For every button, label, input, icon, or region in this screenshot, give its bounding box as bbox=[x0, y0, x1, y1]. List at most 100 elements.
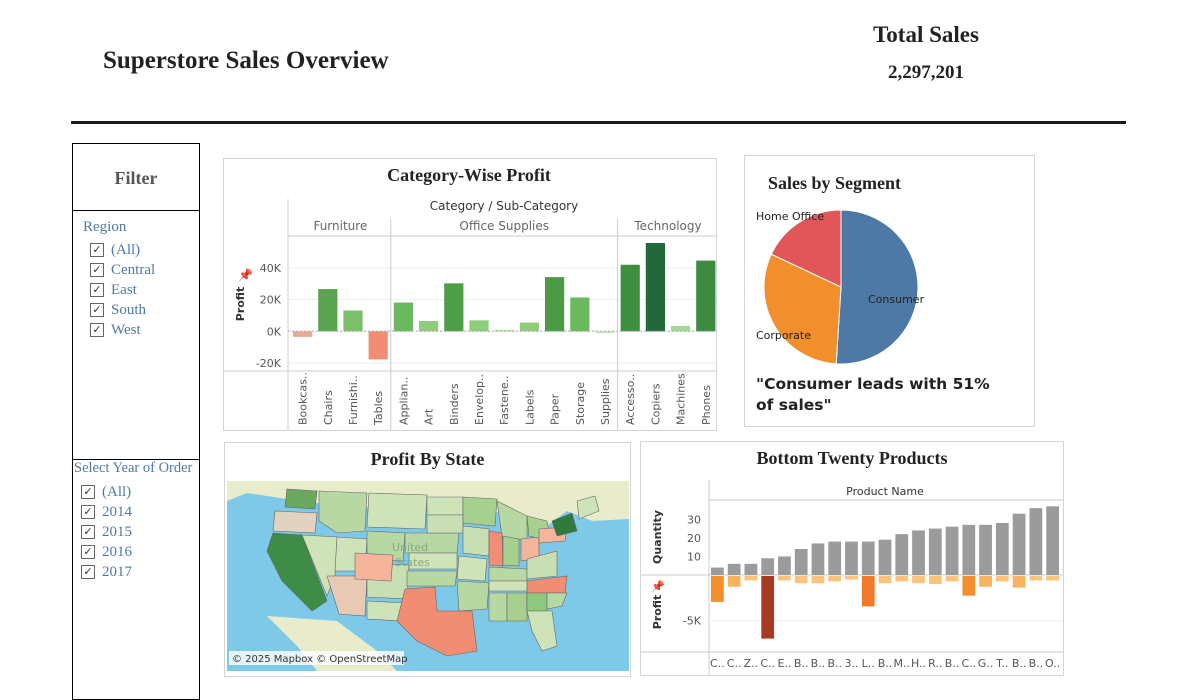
x-tick-label: C.. bbox=[760, 657, 775, 670]
filter-title: Filter bbox=[114, 168, 158, 188]
region-option[interactable]: ✓ (All) bbox=[90, 240, 199, 260]
profit-bar bbox=[1012, 576, 1026, 588]
pin-icon: 📌 bbox=[651, 579, 665, 593]
year-option-label: (All) bbox=[102, 483, 132, 500]
x-tick-label: C.. bbox=[727, 657, 742, 670]
year-list: ✓ (All) ✓ 2014 ✓ 2015 ✓ 2016 ✓ 2017 bbox=[81, 482, 199, 582]
region-option[interactable]: ✓ East bbox=[90, 280, 199, 300]
profit-bar bbox=[368, 331, 388, 360]
profit-bar bbox=[945, 576, 959, 582]
profit-bar bbox=[469, 320, 489, 332]
x-tick-label: Fastene.. bbox=[498, 375, 511, 425]
x-tick-label: B.. bbox=[794, 657, 809, 670]
x-tick-label: Binders bbox=[448, 383, 461, 425]
filter-header: Filter bbox=[72, 143, 200, 211]
category-chart-header: Category / Sub-Category bbox=[430, 199, 578, 213]
y-tick-label: 30 bbox=[687, 513, 701, 526]
checkbox-icon[interactable]: ✓ bbox=[90, 303, 104, 317]
checkbox-icon[interactable]: ✓ bbox=[81, 505, 95, 519]
category-group-label: Furniture bbox=[313, 219, 367, 233]
header-divider bbox=[71, 121, 1126, 124]
profit-bar bbox=[570, 297, 590, 332]
quantity-bar bbox=[928, 528, 942, 575]
profit-bar bbox=[727, 576, 741, 587]
profit-bar bbox=[645, 242, 665, 332]
profit-bar bbox=[696, 260, 716, 332]
checkbox-icon[interactable]: ✓ bbox=[90, 283, 104, 297]
bottom-products-title: Bottom Twenty Products bbox=[756, 448, 948, 468]
profit-bar bbox=[928, 576, 942, 585]
year-option[interactable]: ✓ 2014 bbox=[81, 502, 199, 522]
quantity-bar bbox=[861, 541, 875, 575]
profit-bar bbox=[794, 576, 808, 584]
checkbox-icon[interactable]: ✓ bbox=[90, 323, 104, 337]
y-tick-label: 0K bbox=[267, 325, 282, 338]
quantity-bar bbox=[979, 524, 992, 575]
profit-bar bbox=[761, 576, 775, 639]
profit-bar bbox=[778, 576, 791, 581]
region-filter-label: Region bbox=[83, 219, 127, 235]
category-profit-panel: Category-Wise Profit Category / Sub-Cate… bbox=[223, 158, 717, 431]
quantity-bar bbox=[1012, 513, 1026, 575]
pin-icon: 📌 bbox=[238, 267, 253, 282]
checkbox-icon[interactable]: ✓ bbox=[81, 485, 95, 499]
profit-bar bbox=[343, 310, 363, 332]
pie-slice bbox=[835, 209, 919, 365]
profit-bar bbox=[494, 329, 514, 332]
profit-bar bbox=[620, 264, 640, 332]
x-tick-label: Furnishi.. bbox=[347, 375, 360, 425]
profit-bar bbox=[419, 320, 439, 332]
x-tick-label: O.. bbox=[1045, 657, 1060, 670]
x-tick-label: H.. bbox=[911, 657, 926, 670]
quantity-bar bbox=[1046, 506, 1059, 575]
checkbox-icon[interactable]: ✓ bbox=[90, 263, 104, 277]
checkbox-icon[interactable]: ✓ bbox=[90, 243, 104, 257]
region-option-label: (All) bbox=[111, 241, 141, 258]
profit-bar bbox=[811, 576, 825, 584]
category-profit-chart: Category / Sub-Category Profit 📌 40K 20K 0K -2… bbox=[224, 199, 716, 430]
x-tick-label: Labels bbox=[523, 389, 536, 425]
x-tick-label: Accesso.. bbox=[624, 374, 637, 425]
region-option[interactable]: ✓ South bbox=[90, 300, 199, 320]
profit-bar bbox=[1046, 576, 1059, 581]
category-chart-title: Category-Wise Profit bbox=[387, 165, 551, 185]
quantity-bar bbox=[761, 558, 775, 575]
region-list: ✓ (All) ✓ Central ✓ East ✓ South ✓ West bbox=[90, 240, 199, 340]
region-option[interactable]: ✓ West bbox=[90, 320, 199, 340]
x-tick-label: Supplies bbox=[599, 378, 612, 425]
region-option-label: Central bbox=[111, 261, 156, 278]
x-tick-label: E.. bbox=[777, 657, 791, 670]
x-tick-label: M.. bbox=[894, 657, 910, 670]
checkbox-icon[interactable]: ✓ bbox=[81, 565, 95, 579]
quantity-bar bbox=[895, 534, 909, 575]
profit-bar bbox=[828, 576, 842, 582]
year-option[interactable]: ✓ (All) bbox=[81, 482, 199, 502]
y-tick-label: 20K bbox=[260, 294, 282, 307]
state-map-title: Profit By State bbox=[370, 449, 485, 469]
profit-by-state-map[interactable]: United States © 2025 Mapbox © OpenStreet… bbox=[227, 481, 629, 671]
pie-slice bbox=[763, 253, 842, 365]
quantity-bar bbox=[1029, 508, 1043, 575]
checkbox-icon[interactable]: ✓ bbox=[81, 545, 95, 559]
year-option[interactable]: ✓ 2015 bbox=[81, 522, 199, 542]
y-tick-label: -5K bbox=[683, 615, 702, 628]
x-tick-label: B.. bbox=[811, 657, 826, 670]
segment-note: "Consumer leads with 51% of sales" bbox=[756, 375, 990, 414]
profit-bar bbox=[444, 283, 464, 332]
page-title: Superstore Sales Overview bbox=[103, 47, 389, 74]
profit-bar bbox=[878, 576, 892, 584]
y-tick-label: 40K bbox=[260, 262, 282, 275]
year-option[interactable]: ✓ 2017 bbox=[81, 562, 199, 582]
quantity-bar bbox=[962, 524, 976, 575]
x-tick-label: B.. bbox=[945, 657, 960, 670]
category-group-label: Office Supplies bbox=[459, 219, 549, 233]
x-tick-label: Paper bbox=[549, 393, 562, 425]
year-option-label: 2017 bbox=[102, 563, 132, 580]
checkbox-icon[interactable]: ✓ bbox=[81, 525, 95, 539]
region-option[interactable]: ✓ Central bbox=[90, 260, 199, 280]
year-option[interactable]: ✓ 2016 bbox=[81, 542, 199, 562]
year-option-label: 2016 bbox=[102, 543, 132, 560]
x-tick-label: Z.. bbox=[744, 657, 759, 670]
profit-bar bbox=[671, 325, 691, 332]
region-option-label: West bbox=[111, 321, 141, 338]
